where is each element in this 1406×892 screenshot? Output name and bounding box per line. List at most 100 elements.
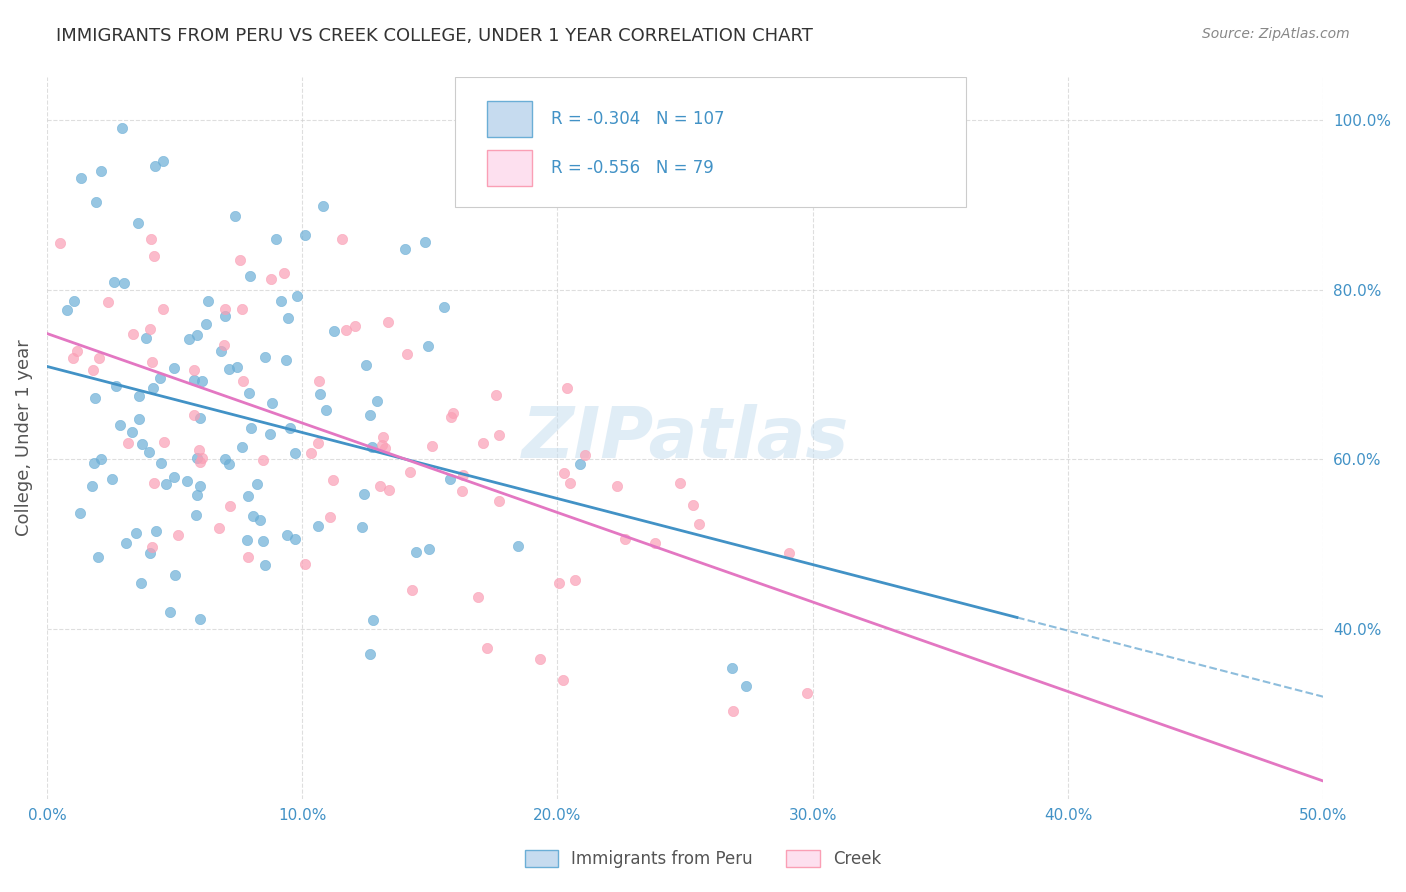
Point — [239, 269, 262, 284]
Point — [238, 489, 260, 503]
Point — [115, 535, 138, 549]
Point — [371, 438, 394, 452]
Point — [553, 466, 575, 480]
Point — [121, 425, 143, 440]
Point — [90, 164, 112, 178]
Text: R = -0.304   N = 107: R = -0.304 N = 107 — [551, 111, 724, 128]
Point — [128, 411, 150, 425]
Text: ZIPatlas: ZIPatlas — [522, 403, 849, 473]
Point — [796, 685, 818, 699]
Point — [301, 446, 323, 460]
Point — [371, 430, 394, 444]
Point — [359, 647, 381, 661]
Point — [105, 379, 128, 393]
Point — [294, 557, 316, 571]
Point — [188, 479, 211, 493]
Point — [69, 506, 91, 520]
Point — [252, 453, 274, 467]
Point — [284, 446, 307, 460]
Point — [644, 536, 666, 550]
Point — [82, 363, 104, 377]
Point — [219, 500, 242, 514]
Point — [139, 232, 162, 246]
Point — [226, 360, 249, 375]
Point — [186, 327, 208, 342]
Point — [270, 294, 292, 309]
Point — [66, 344, 89, 359]
Point — [485, 388, 508, 402]
Point — [353, 487, 375, 501]
Point — [62, 351, 84, 365]
Point — [361, 440, 384, 454]
Point — [187, 443, 209, 458]
Point — [238, 549, 260, 564]
Point — [682, 498, 704, 512]
Point — [558, 475, 581, 490]
Point — [111, 121, 134, 136]
Point — [322, 473, 344, 487]
Point — [163, 360, 186, 375]
Point — [240, 421, 263, 435]
Point — [361, 613, 384, 627]
FancyBboxPatch shape — [488, 101, 531, 136]
Point — [232, 375, 254, 389]
Point — [555, 381, 578, 395]
Point — [214, 309, 236, 323]
Point — [344, 319, 367, 334]
FancyBboxPatch shape — [456, 78, 966, 207]
Point — [129, 576, 152, 591]
Point — [167, 528, 190, 542]
Point — [312, 198, 335, 212]
Point — [224, 209, 246, 223]
Point — [433, 300, 456, 314]
Point — [613, 532, 636, 546]
Point — [253, 350, 276, 364]
Point — [214, 451, 236, 466]
Point — [285, 289, 308, 303]
Point — [688, 516, 710, 531]
Point — [190, 374, 212, 388]
Point — [212, 338, 235, 352]
Point — [260, 271, 283, 285]
Point — [488, 428, 510, 442]
Point — [416, 339, 439, 353]
Point — [97, 295, 120, 310]
Point — [231, 440, 253, 454]
Point — [440, 410, 463, 425]
Point — [143, 249, 166, 263]
Point — [176, 475, 198, 489]
Point — [734, 679, 756, 693]
Point — [721, 704, 744, 718]
Point — [413, 235, 436, 249]
Point — [335, 323, 357, 337]
Point — [721, 661, 744, 675]
Point — [252, 533, 274, 548]
Text: Source: ZipAtlas.com: Source: ZipAtlas.com — [1202, 27, 1350, 41]
Point — [159, 605, 181, 619]
Point — [183, 362, 205, 376]
Point — [100, 472, 122, 486]
Point — [141, 381, 163, 395]
Point — [55, 303, 77, 318]
Point — [141, 540, 163, 554]
Point — [377, 483, 399, 497]
Point — [127, 216, 149, 230]
Point — [191, 450, 214, 465]
Point — [551, 673, 574, 688]
Point — [405, 544, 427, 558]
Point — [87, 351, 110, 365]
Point — [149, 371, 172, 385]
Point — [259, 426, 281, 441]
Point — [70, 171, 93, 186]
Point — [253, 558, 276, 572]
Point — [143, 159, 166, 173]
Point — [188, 410, 211, 425]
Point — [394, 243, 416, 257]
Point — [128, 389, 150, 403]
Point — [264, 232, 287, 246]
Point — [62, 294, 84, 309]
Point — [568, 458, 591, 472]
Point — [294, 228, 316, 243]
Point — [152, 154, 174, 169]
Point — [472, 436, 495, 450]
